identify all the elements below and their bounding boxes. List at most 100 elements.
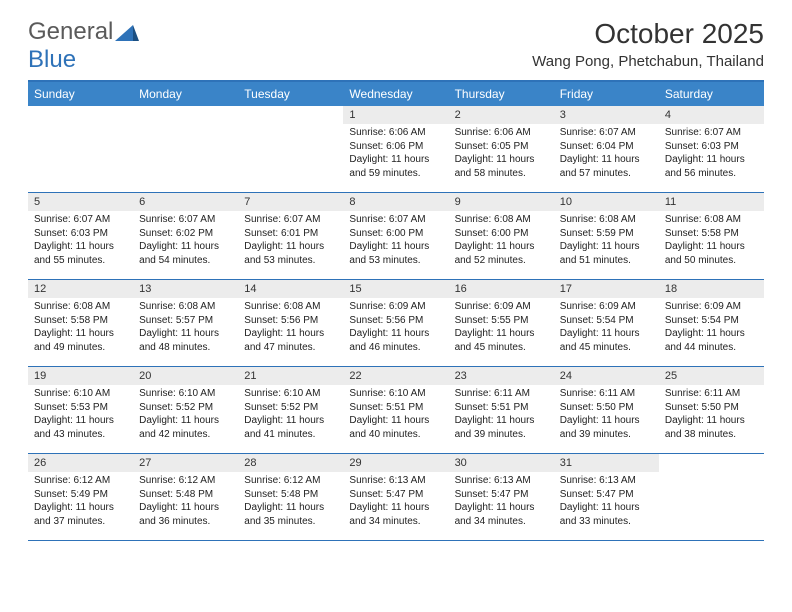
cell-body: Sunrise: 6:06 AMSunset: 6:05 PMDaylight:… bbox=[449, 124, 554, 184]
sunset-text: Sunset: 6:04 PM bbox=[560, 140, 653, 154]
calendar-cell: 4Sunrise: 6:07 AMSunset: 6:03 PMDaylight… bbox=[659, 106, 764, 192]
day-header-cell: Monday bbox=[133, 82, 238, 106]
sunset-text: Sunset: 5:56 PM bbox=[349, 314, 442, 328]
cell-body: Sunrise: 6:11 AMSunset: 5:51 PMDaylight:… bbox=[449, 385, 554, 445]
daylight-text: Daylight: 11 hours and 50 minutes. bbox=[665, 240, 758, 267]
cell-body: Sunrise: 6:07 AMSunset: 6:00 PMDaylight:… bbox=[343, 211, 448, 271]
sunrise-text: Sunrise: 6:07 AM bbox=[244, 213, 337, 227]
day-header-cell: Friday bbox=[554, 82, 659, 106]
sunrise-text: Sunrise: 6:08 AM bbox=[560, 213, 653, 227]
cell-date: 29 bbox=[343, 454, 448, 472]
sunrise-text: Sunrise: 6:13 AM bbox=[349, 474, 442, 488]
day-header-row: SundayMondayTuesdayWednesdayThursdayFrid… bbox=[28, 82, 764, 106]
sunrise-text: Sunrise: 6:12 AM bbox=[139, 474, 232, 488]
sunset-text: Sunset: 5:47 PM bbox=[560, 488, 653, 502]
daylight-text: Daylight: 11 hours and 55 minutes. bbox=[34, 240, 127, 267]
cell-body: Sunrise: 6:08 AMSunset: 5:58 PMDaylight:… bbox=[659, 211, 764, 271]
daylight-text: Daylight: 11 hours and 49 minutes. bbox=[34, 327, 127, 354]
page-subtitle: Wang Pong, Phetchabun, Thailand bbox=[532, 53, 764, 70]
daylight-text: Daylight: 11 hours and 57 minutes. bbox=[560, 153, 653, 180]
sunset-text: Sunset: 5:54 PM bbox=[560, 314, 653, 328]
sunrise-text: Sunrise: 6:08 AM bbox=[665, 213, 758, 227]
calendar-cell: 22Sunrise: 6:10 AMSunset: 5:51 PMDayligh… bbox=[343, 367, 448, 453]
cell-date: 3 bbox=[554, 106, 659, 124]
calendar-week: 1Sunrise: 6:06 AMSunset: 6:06 PMDaylight… bbox=[28, 106, 764, 193]
daylight-text: Daylight: 11 hours and 43 minutes. bbox=[34, 414, 127, 441]
daylight-text: Daylight: 11 hours and 34 minutes. bbox=[455, 501, 548, 528]
sunrise-text: Sunrise: 6:07 AM bbox=[560, 126, 653, 140]
sunrise-text: Sunrise: 6:08 AM bbox=[139, 300, 232, 314]
calendar-cell: 23Sunrise: 6:11 AMSunset: 5:51 PMDayligh… bbox=[449, 367, 554, 453]
cell-body: Sunrise: 6:07 AMSunset: 6:03 PMDaylight:… bbox=[28, 211, 133, 271]
calendar-week: 5Sunrise: 6:07 AMSunset: 6:03 PMDaylight… bbox=[28, 193, 764, 280]
sunset-text: Sunset: 5:52 PM bbox=[244, 401, 337, 415]
cell-date: 19 bbox=[28, 367, 133, 385]
calendar-cell: 8Sunrise: 6:07 AMSunset: 6:00 PMDaylight… bbox=[343, 193, 448, 279]
cell-body: Sunrise: 6:07 AMSunset: 6:04 PMDaylight:… bbox=[554, 124, 659, 184]
sunrise-text: Sunrise: 6:09 AM bbox=[665, 300, 758, 314]
title-block: October 2025 Wang Pong, Phetchabun, Thai… bbox=[532, 18, 764, 70]
cell-body: Sunrise: 6:11 AMSunset: 5:50 PMDaylight:… bbox=[659, 385, 764, 445]
cell-body: Sunrise: 6:08 AMSunset: 5:58 PMDaylight:… bbox=[28, 298, 133, 358]
cell-body: Sunrise: 6:13 AMSunset: 5:47 PMDaylight:… bbox=[449, 472, 554, 532]
sunset-text: Sunset: 5:50 PM bbox=[560, 401, 653, 415]
calendar-cell: 11Sunrise: 6:08 AMSunset: 5:58 PMDayligh… bbox=[659, 193, 764, 279]
calendar-cell: 17Sunrise: 6:09 AMSunset: 5:54 PMDayligh… bbox=[554, 280, 659, 366]
cell-body: Sunrise: 6:10 AMSunset: 5:52 PMDaylight:… bbox=[133, 385, 238, 445]
day-header-cell: Tuesday bbox=[238, 82, 343, 106]
calendar-cell: 14Sunrise: 6:08 AMSunset: 5:56 PMDayligh… bbox=[238, 280, 343, 366]
calendar-cell: 26Sunrise: 6:12 AMSunset: 5:49 PMDayligh… bbox=[28, 454, 133, 540]
sunset-text: Sunset: 5:58 PM bbox=[34, 314, 127, 328]
cell-date bbox=[659, 454, 764, 474]
sunset-text: Sunset: 5:57 PM bbox=[139, 314, 232, 328]
daylight-text: Daylight: 11 hours and 47 minutes. bbox=[244, 327, 337, 354]
daylight-text: Daylight: 11 hours and 35 minutes. bbox=[244, 501, 337, 528]
sunset-text: Sunset: 5:56 PM bbox=[244, 314, 337, 328]
sunset-text: Sunset: 6:03 PM bbox=[665, 140, 758, 154]
cell-body: Sunrise: 6:10 AMSunset: 5:51 PMDaylight:… bbox=[343, 385, 448, 445]
cell-body: Sunrise: 6:10 AMSunset: 5:53 PMDaylight:… bbox=[28, 385, 133, 445]
sunset-text: Sunset: 5:51 PM bbox=[349, 401, 442, 415]
logo-word-1: General bbox=[28, 18, 113, 46]
daylight-text: Daylight: 11 hours and 39 minutes. bbox=[560, 414, 653, 441]
calendar-cell: 5Sunrise: 6:07 AMSunset: 6:03 PMDaylight… bbox=[28, 193, 133, 279]
sunset-text: Sunset: 5:47 PM bbox=[349, 488, 442, 502]
cell-date bbox=[28, 106, 133, 126]
cell-date: 23 bbox=[449, 367, 554, 385]
calendar: SundayMondayTuesdayWednesdayThursdayFrid… bbox=[28, 80, 764, 541]
cell-date: 17 bbox=[554, 280, 659, 298]
daylight-text: Daylight: 11 hours and 33 minutes. bbox=[560, 501, 653, 528]
calendar-cell: 9Sunrise: 6:08 AMSunset: 6:00 PMDaylight… bbox=[449, 193, 554, 279]
cell-body: Sunrise: 6:13 AMSunset: 5:47 PMDaylight:… bbox=[554, 472, 659, 532]
calendar-cell: 3Sunrise: 6:07 AMSunset: 6:04 PMDaylight… bbox=[554, 106, 659, 192]
sunrise-text: Sunrise: 6:07 AM bbox=[34, 213, 127, 227]
sunset-text: Sunset: 5:48 PM bbox=[244, 488, 337, 502]
day-header-cell: Thursday bbox=[449, 82, 554, 106]
calendar-cell: 7Sunrise: 6:07 AMSunset: 6:01 PMDaylight… bbox=[238, 193, 343, 279]
cell-body: Sunrise: 6:11 AMSunset: 5:50 PMDaylight:… bbox=[554, 385, 659, 445]
sunset-text: Sunset: 6:00 PM bbox=[455, 227, 548, 241]
sunset-text: Sunset: 6:03 PM bbox=[34, 227, 127, 241]
cell-date: 26 bbox=[28, 454, 133, 472]
daylight-text: Daylight: 11 hours and 46 minutes. bbox=[349, 327, 442, 354]
cell-body: Sunrise: 6:09 AMSunset: 5:56 PMDaylight:… bbox=[343, 298, 448, 358]
calendar-cell: 19Sunrise: 6:10 AMSunset: 5:53 PMDayligh… bbox=[28, 367, 133, 453]
sunrise-text: Sunrise: 6:12 AM bbox=[244, 474, 337, 488]
cell-date: 22 bbox=[343, 367, 448, 385]
calendar-cell: 31Sunrise: 6:13 AMSunset: 5:47 PMDayligh… bbox=[554, 454, 659, 540]
day-header-cell: Sunday bbox=[28, 82, 133, 106]
sunrise-text: Sunrise: 6:08 AM bbox=[244, 300, 337, 314]
calendar-cell: 21Sunrise: 6:10 AMSunset: 5:52 PMDayligh… bbox=[238, 367, 343, 453]
sunset-text: Sunset: 5:49 PM bbox=[34, 488, 127, 502]
day-header-cell: Wednesday bbox=[343, 82, 448, 106]
daylight-text: Daylight: 11 hours and 52 minutes. bbox=[455, 240, 548, 267]
daylight-text: Daylight: 11 hours and 53 minutes. bbox=[244, 240, 337, 267]
sunrise-text: Sunrise: 6:09 AM bbox=[349, 300, 442, 314]
sunset-text: Sunset: 5:52 PM bbox=[139, 401, 232, 415]
cell-date: 31 bbox=[554, 454, 659, 472]
calendar-cell: 16Sunrise: 6:09 AMSunset: 5:55 PMDayligh… bbox=[449, 280, 554, 366]
cell-date: 6 bbox=[133, 193, 238, 211]
cell-date: 1 bbox=[343, 106, 448, 124]
logo-triangle-icon bbox=[115, 23, 139, 41]
sunrise-text: Sunrise: 6:12 AM bbox=[34, 474, 127, 488]
